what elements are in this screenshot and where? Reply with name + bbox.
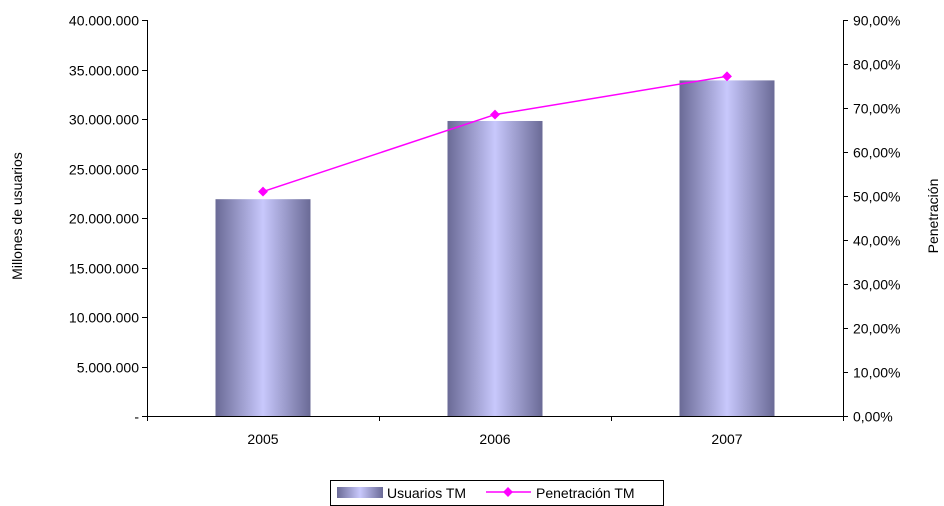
labels-layer: - 5.000.000 10.000.000 15.000.000 20.000.000…	[69, 13, 901, 448]
y2-tick-label: 80,00%	[853, 57, 900, 73]
y2-tick-label: 70,00%	[853, 101, 900, 117]
x-tick-label: 2007	[711, 431, 742, 447]
y-axis-title: Millones de usuarios	[9, 152, 25, 280]
axes-layer	[142, 20, 848, 421]
y-tick-label: 25.000.000	[69, 162, 139, 178]
y2-tick-label: 40,00%	[853, 233, 900, 249]
y-tick-label: 40.000.000	[69, 13, 139, 29]
x-tick-label: 2005	[247, 431, 278, 447]
penetracion-point-2005	[258, 186, 268, 197]
bar-2007	[679, 80, 775, 416]
y-tick-label: 20.000.000	[69, 211, 139, 227]
y2-tick-label: 20,00%	[853, 321, 900, 337]
y2-tick-label: 10,00%	[853, 365, 900, 381]
penetracion-point-2007	[722, 71, 732, 82]
legend-label-usuarios: Usuarios TM	[387, 485, 466, 501]
bars-layer	[215, 80, 775, 416]
y2-tick-label: 0,00%	[853, 409, 893, 425]
y2-tick-label: 90,00%	[853, 13, 900, 29]
legend-box	[330, 480, 664, 506]
bar-2006	[447, 120, 543, 416]
penetracion-point-2006	[490, 109, 500, 120]
bar-2005	[215, 199, 311, 416]
legend: Usuarios TM Penetración TM	[330, 480, 664, 506]
y2-tick-label: 30,00%	[853, 277, 900, 293]
y-tick-label: -	[134, 409, 139, 425]
y-tick-label: 35.000.000	[69, 63, 139, 79]
y-tick-label: 15.000.000	[69, 261, 139, 277]
y2-axis-title: Penetración	[925, 179, 941, 254]
x-tick-label: 2006	[479, 431, 510, 447]
y2-tick-label: 50,00%	[853, 189, 900, 205]
y-tick-label: 10.000.000	[69, 310, 139, 326]
legend-label-penetracion: Penetración TM	[536, 485, 635, 501]
legend-marker	[503, 487, 513, 497]
y2-tick-label: 60,00%	[853, 145, 900, 161]
legend-bar-swatch	[337, 487, 383, 498]
y-tick-label: 5.000.000	[77, 360, 139, 376]
y-tick-label: 30.000.000	[69, 112, 139, 128]
